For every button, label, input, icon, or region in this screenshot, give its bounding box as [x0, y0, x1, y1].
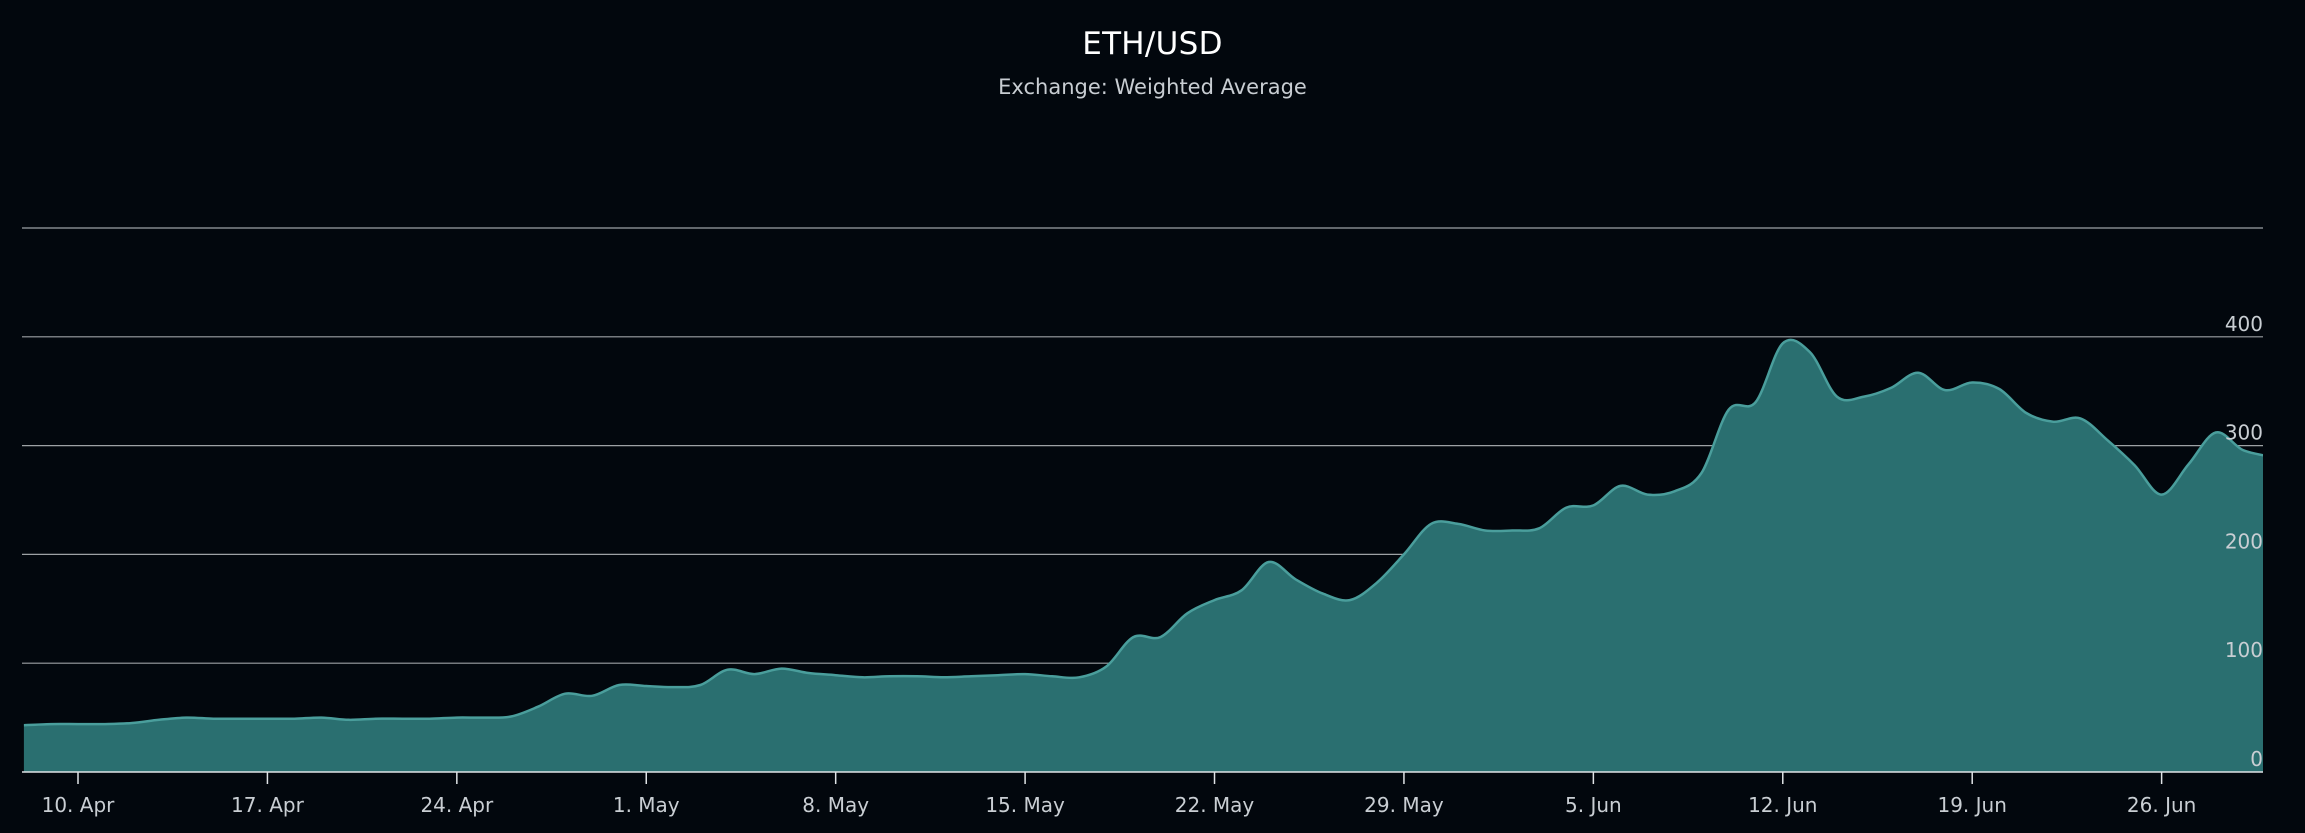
series-line [23, 338, 2263, 727]
x-tick-label: 15. May [985, 793, 1065, 817]
y-tick-label: 400 [2225, 312, 2263, 336]
x-tick-label: 22. May [1175, 793, 1255, 817]
x-tick-label: 12. Jun [1748, 793, 1817, 817]
y-tick-label: 0 [2250, 747, 2263, 771]
x-tick-label: 5. Jun [1565, 793, 1622, 817]
y-tick-label: 300 [2225, 421, 2263, 445]
x-tick-label: 29. May [1364, 793, 1444, 817]
x-tick-label: 10. Apr [42, 793, 116, 817]
x-tick-label: 24. Apr [420, 793, 494, 817]
x-tick-label: 19. Jun [1937, 793, 2006, 817]
x-tick-label: 17. Apr [231, 793, 305, 817]
x-tick-label: 26. Jun [2127, 793, 2196, 817]
y-axis-labels: 0 100 200 300 400 [2225, 312, 2263, 771]
y-tick-label: 100 [2225, 638, 2263, 662]
x-tick-label: 1. May [613, 793, 680, 817]
y-tick-label: 200 [2225, 529, 2263, 553]
x-tick-label: 8. May [802, 793, 869, 817]
series-area-fill [23, 339, 2263, 772]
chart-subtitle: Exchange: Weighted Average [998, 75, 1307, 99]
x-axis: 10. Apr 17. Apr 24. Apr 1. May 8. May 15. May… [22, 771, 2263, 817]
series-area [23, 338, 2263, 772]
chart-title: ETH/USD [1082, 26, 1223, 62]
